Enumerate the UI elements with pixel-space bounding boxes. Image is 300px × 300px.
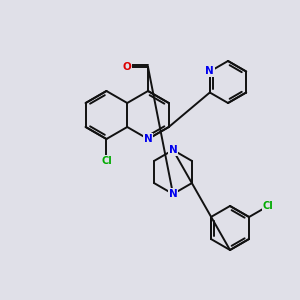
Text: N: N [169,189,177,199]
Text: O: O [123,62,131,72]
Text: Cl: Cl [262,201,273,211]
Text: Cl: Cl [101,156,112,166]
Text: N: N [169,145,177,155]
Text: N: N [144,134,152,144]
Text: N: N [206,67,214,76]
